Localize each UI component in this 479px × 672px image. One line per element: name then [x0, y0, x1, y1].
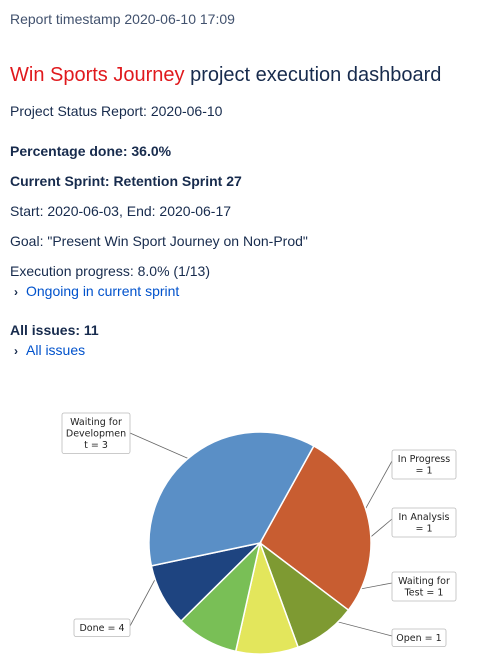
pie-label-text: Developmen [66, 429, 126, 440]
chevron-right-icon: › [14, 344, 18, 358]
pie-label-text: In Analysis [399, 512, 450, 523]
current-sprint: Current Sprint: Retention Sprint 27 [10, 173, 242, 189]
pie-label-text: Waiting for [70, 417, 122, 428]
all-issues-link[interactable]: › All issues [14, 342, 85, 358]
project-name: Win Sports Journey [10, 64, 185, 86]
pie-label-text: = 1 [415, 524, 432, 535]
pie-label-text: t = 3 [84, 440, 108, 451]
sprint-dates: Start: 2020-06-03, End: 2020-06-17 [10, 203, 232, 219]
pie-label-text: Waiting for [398, 576, 450, 587]
status-report-date: Project Status Report: 2020-06-10 [10, 103, 223, 119]
ongoing-sprint-link-label[interactable]: Ongoing in current sprint [26, 283, 180, 299]
pie-label-box [391, 449, 457, 480]
page-title-suffix: project execution dashboard [184, 64, 442, 86]
pie-label-text: In Progress [398, 454, 450, 465]
all-issues-link-label[interactable]: All issues [26, 342, 86, 358]
pie-label-box [391, 628, 447, 647]
pie-label-text: = 1 [415, 466, 432, 477]
report-timestamp: Report timestamp 2020-06-10 17:09 [10, 11, 235, 27]
pie-label-text: Open = 1 [396, 633, 441, 644]
chevron-right-icon: › [14, 285, 18, 299]
percentage-done: Percentage done: 36.0% [10, 143, 172, 159]
sprint-goal: Goal: "Present Win Sport Journey on Non-… [10, 233, 308, 249]
pie-label-box [391, 571, 457, 602]
ongoing-sprint-link[interactable]: › Ongoing in current sprint [14, 283, 179, 299]
pie-label-box [391, 507, 457, 538]
pie-label-box [73, 618, 131, 637]
pie-slice [148, 431, 315, 567]
pie-label-text: Done = 4 [79, 623, 124, 634]
execution-progress: Execution progress: 8.0% (1/13) [10, 263, 210, 279]
pie-slices [148, 431, 372, 655]
all-issues-count: All issues: 11 [10, 322, 99, 338]
pie-label-text: Test = 1 [404, 588, 444, 599]
page-title: Win Sports Journey project execution das… [10, 64, 441, 87]
pie-slice [259, 444, 372, 612]
pie-label-box [61, 412, 131, 454]
